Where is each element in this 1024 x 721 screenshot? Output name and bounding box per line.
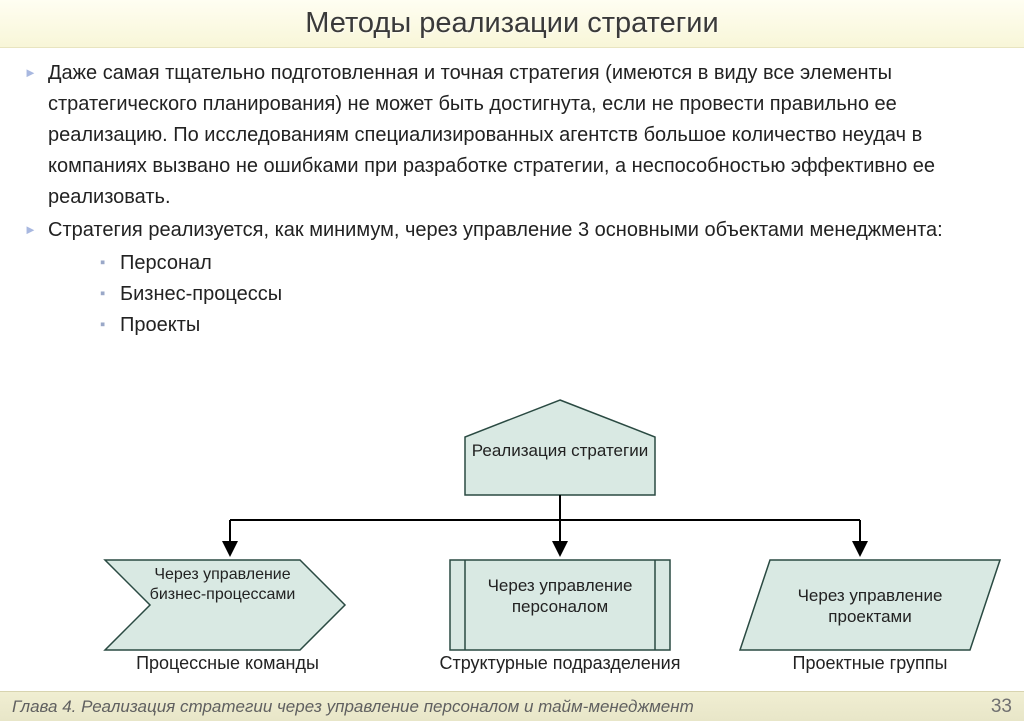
mid-node-label: Через управление персоналом	[470, 575, 650, 618]
mid-caption: Структурные подразделения	[420, 653, 700, 674]
title-bar: Методы реализации стратегии	[0, 0, 1024, 48]
footer-page-number: 33	[991, 696, 1012, 718]
diagram-svg	[0, 395, 1024, 675]
top-node-label: Реализация стратегии	[465, 440, 655, 461]
sub-list: Персонал Бизнес-процессы Проекты	[48, 248, 1004, 341]
right-caption: Проектные группы	[740, 653, 1000, 674]
left-node-label: Через управление бизнес-процессами	[135, 565, 310, 605]
left-caption: Процессные команды	[110, 653, 345, 674]
bullet-1: Даже самая тщательно подготовленная и то…	[20, 58, 1004, 213]
footer: Глава 4. Реализация стратегии через упра…	[0, 691, 1024, 721]
bullet-2: Стратегия реализуется, как минимум, чере…	[20, 215, 1004, 341]
bullet-list: Даже самая тщательно подготовленная и то…	[20, 58, 1004, 341]
right-node-label: Через управление проектами	[760, 585, 980, 628]
footer-chapter: Глава 4. Реализация стратегии через упра…	[12, 697, 694, 717]
sub-bullet-3: Проекты	[98, 310, 1004, 341]
sub-bullet-1: Персонал	[98, 248, 1004, 279]
diagram: Реализация стратегии Через управление би…	[0, 395, 1024, 675]
page-title: Методы реализации стратегии	[305, 7, 718, 40]
bullet-2-text: Стратегия реализуется, как минимум, чере…	[48, 219, 943, 241]
sub-bullet-2: Бизнес-процессы	[98, 279, 1004, 310]
content: Даже самая тщательно подготовленная и то…	[0, 48, 1024, 341]
